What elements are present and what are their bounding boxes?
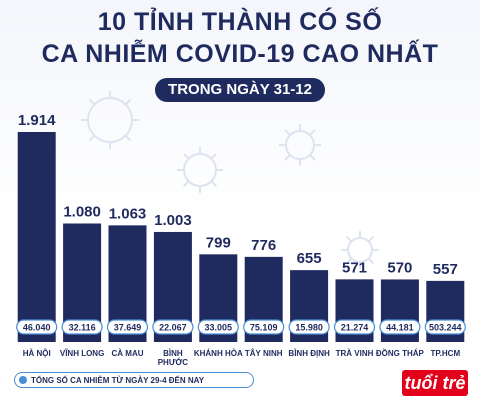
total-label: 46.040 [23, 323, 51, 333]
total-badge [152, 319, 194, 335]
total-label: 32.116 [69, 323, 96, 333]
logo-text: tuổi trẻ [404, 373, 466, 393]
category-label: TÂY NINH [245, 349, 283, 358]
total-label: 15.980 [295, 323, 323, 333]
total-label: 37.649 [114, 323, 142, 333]
bar-value-label: 1.080 [63, 204, 101, 221]
total-label: 22.067 [159, 323, 187, 333]
bar-value-label: 655 [297, 250, 322, 267]
category-label: BÌNH PHƯỚC [158, 349, 189, 367]
legend-label: TỔNG SỐ CA NHIỄM TỪ NGÀY 29-4 ĐẾN NAY [31, 376, 205, 385]
total-label: 503.244 [429, 323, 462, 333]
total-badge [197, 319, 239, 335]
bars-layer: 1.914 46.040 HÀ NỘI 1.080 32.116 VĨNH LONG 1.0… [16, 112, 466, 367]
virus-icon [279, 124, 321, 166]
total-badge [288, 319, 330, 335]
category-label: VĨNH LONG [60, 349, 104, 358]
title-line-2: CA NHIỄM COVID-19 CAO NHẤT [41, 40, 439, 68]
bar-value-label: 557 [433, 261, 458, 278]
total-badge [16, 319, 58, 335]
total-label: 75.109 [250, 323, 278, 333]
title-line-1: 10 TỈNH THÀNH CÓ SỐ [97, 8, 383, 36]
bar [17, 132, 56, 342]
total-badge [243, 319, 285, 335]
bar-value-label: 571 [342, 259, 367, 276]
bar-value-label: 1.003 [154, 212, 192, 229]
virus-icon [341, 231, 379, 269]
virus-icon [81, 91, 139, 149]
total-badge [106, 319, 149, 335]
total-label: 44.181 [386, 323, 414, 333]
total-label: 21.274 [341, 323, 369, 333]
virus-decoration [81, 91, 379, 269]
total-badge [333, 319, 376, 335]
total-badge [379, 319, 421, 335]
total-badge [424, 319, 466, 335]
category-label: HÀ NỘI [23, 349, 51, 358]
total-label: 33.005 [205, 323, 233, 333]
bar-value-label: 776 [251, 237, 276, 254]
legend-dot-icon [19, 376, 27, 384]
bar-value-label: 570 [387, 259, 412, 276]
bar-value-label: 1.063 [109, 205, 147, 222]
category-label: BÌNH ĐỊNH [288, 349, 330, 358]
category-label: KHÁNH HÒA [194, 349, 243, 358]
bar-value-label: 1.914 [18, 112, 56, 129]
total-badge [61, 319, 103, 335]
category-label: TP.HCM [430, 349, 460, 358]
category-label: ĐỒNG THÁP [376, 348, 425, 358]
virus-icon [177, 147, 223, 193]
category-label: TRÀ VINH [336, 349, 374, 358]
legend-badge: TỔNG SỐ CA NHIỄM TỪ NGÀY 29-4 ĐẾN NAY [14, 372, 254, 388]
bar-value-label: 799 [206, 234, 231, 251]
subtitle-badge: TRONG NGÀY 31-12 [155, 78, 325, 102]
brand-logo: tuổi trẻ [402, 370, 468, 396]
category-label: CÀ MAU [112, 349, 144, 358]
